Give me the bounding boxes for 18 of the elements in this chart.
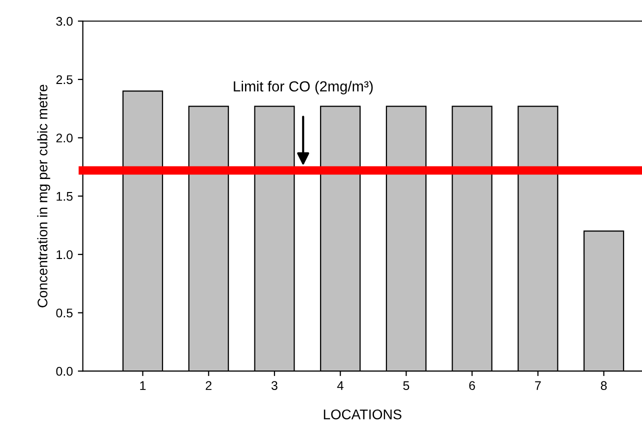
y-tick-label: 1.5 (56, 192, 73, 201)
y-tick-label: 0.0 (56, 366, 73, 376)
y-tick-label: 3.0 (56, 16, 73, 26)
x-tick-label: 6 (469, 381, 475, 390)
x-tick-label: 7 (535, 381, 541, 390)
y-tick-label: 2.5 (56, 75, 73, 84)
x-tick-label: 1 (140, 381, 146, 390)
x-tick-label: 2 (206, 381, 212, 390)
y-tick-label: 2.0 (56, 134, 73, 142)
x-tick-label: 3 (271, 381, 278, 390)
y-tick-label: 0.5 (56, 308, 73, 318)
x-tick-label: 4 (337, 381, 344, 390)
x-tick-label: 5 (403, 381, 410, 390)
x-tick-label: 8 (600, 381, 607, 390)
y-tick-label: 1.0 (56, 250, 73, 260)
x-axis-title: LOCATIONS (324, 410, 402, 420)
y-axis-title: Concentration in mg per cubic metre (37, 84, 50, 308)
annotation: Limit for CO (2mg/m³) (234, 80, 373, 94)
